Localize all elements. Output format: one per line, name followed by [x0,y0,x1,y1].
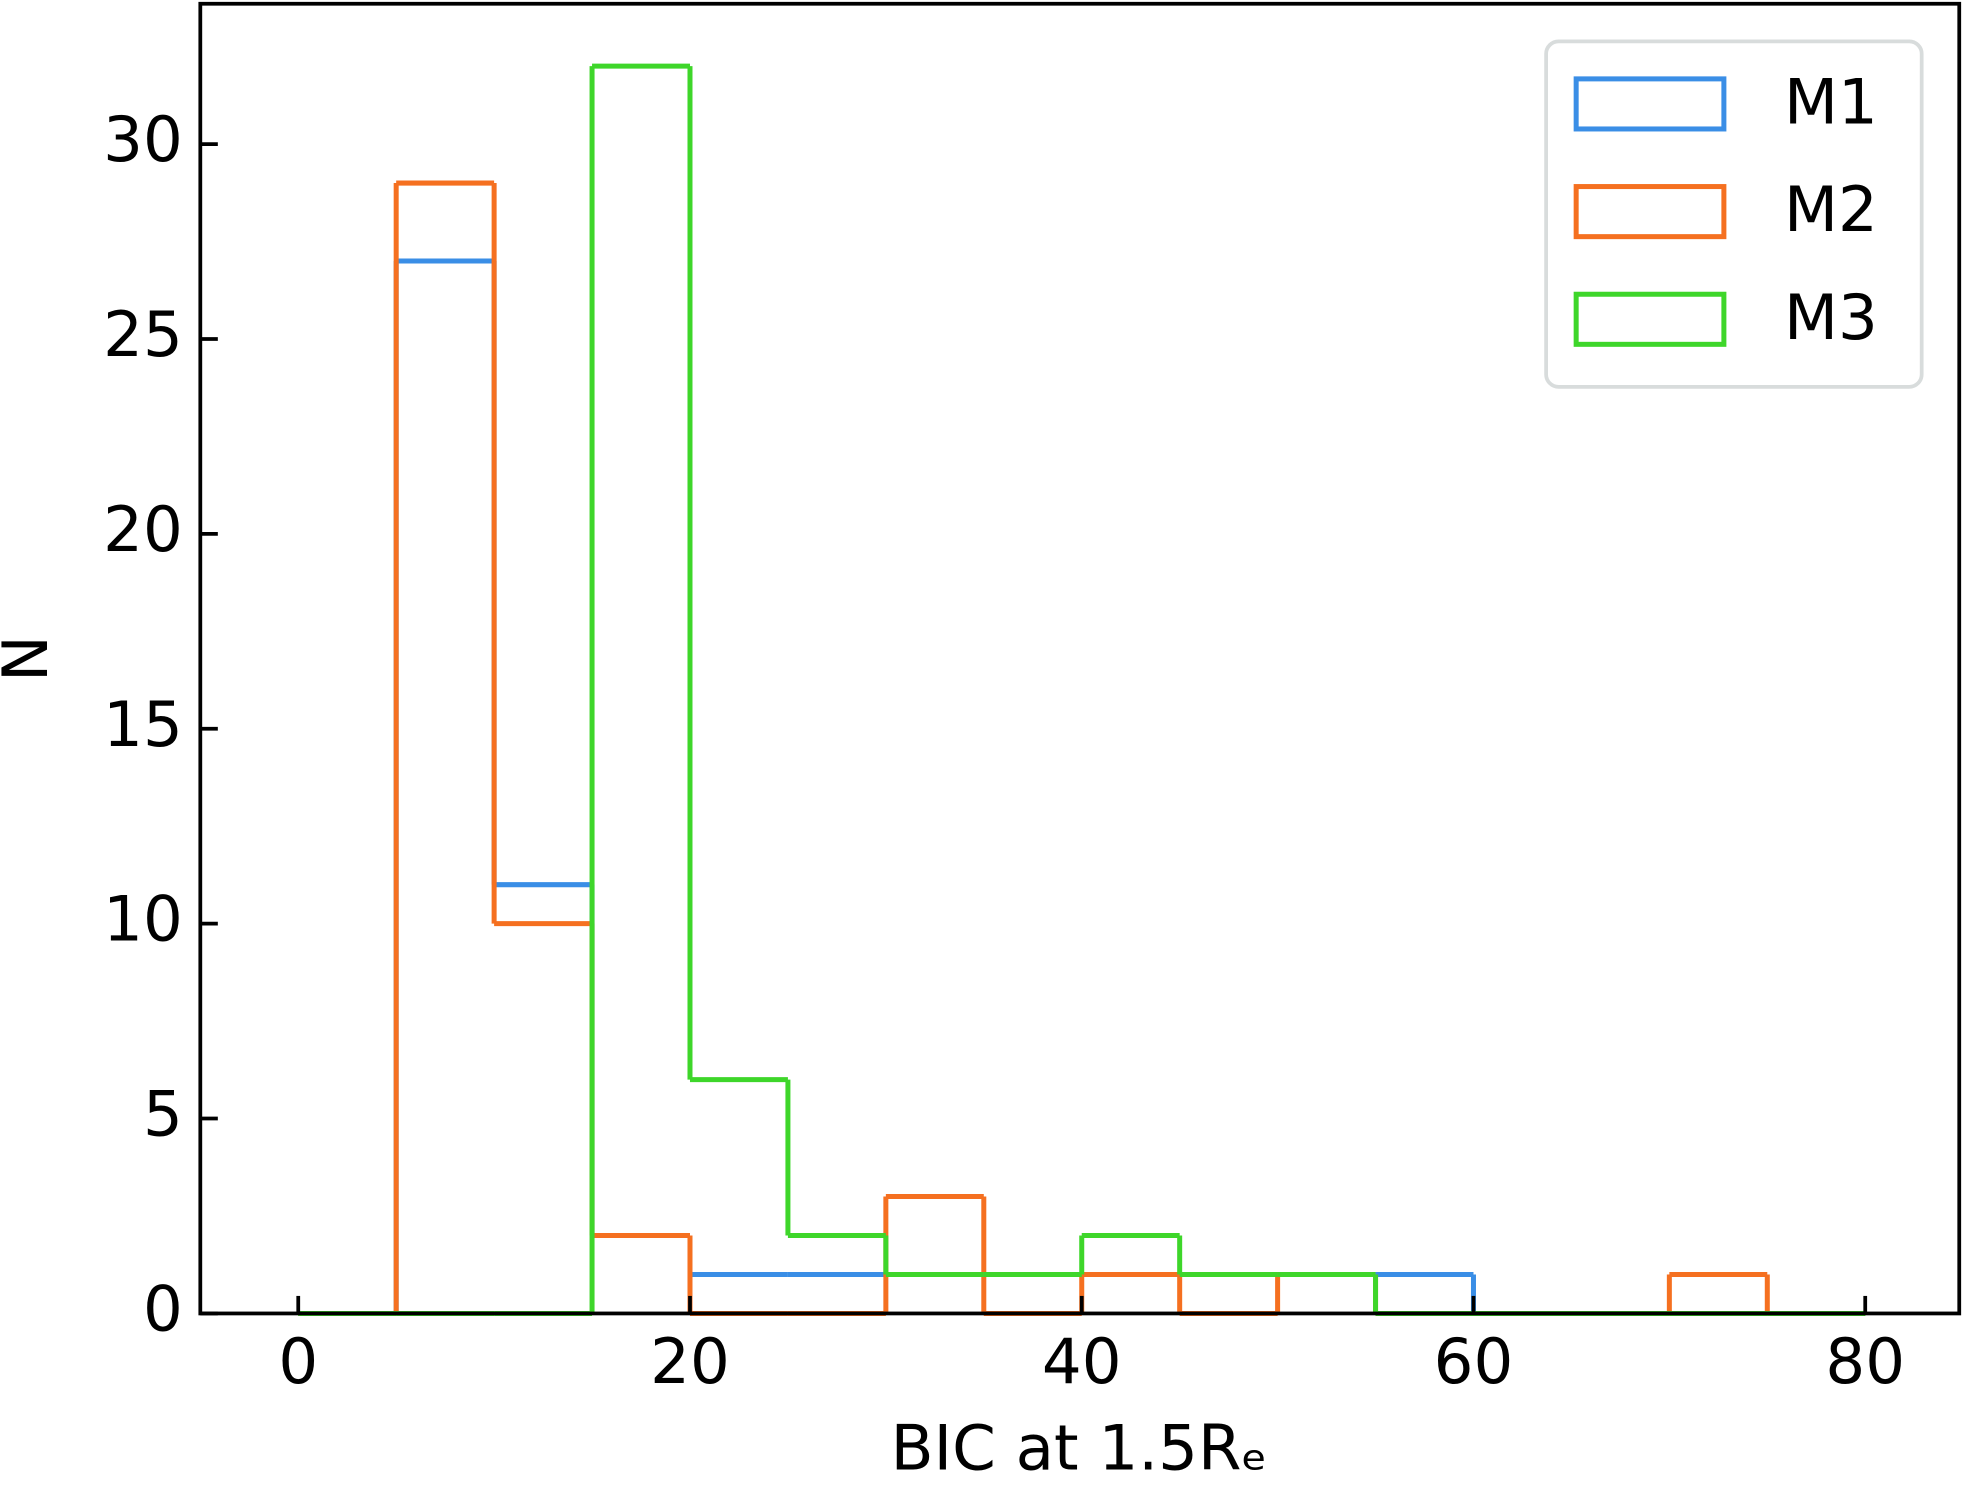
legend-swatch [1573,291,1727,347]
y-tick-label: 25 [103,298,183,371]
y-tick-label: 30 [103,103,183,176]
y-tick-label: 15 [103,688,183,761]
y-axis-label: N [0,635,62,682]
y-tick-label: 10 [103,883,183,956]
legend-swatch [1573,184,1727,240]
x-tick-label: 40 [1042,1325,1122,1398]
y-tick-label: 20 [103,493,183,566]
x-tick-label: 20 [650,1325,730,1398]
x-tick-label: 80 [1825,1325,1905,1398]
x-axis-label: BIC at 1.5Rₑ [891,1412,1268,1485]
legend-label: M1 [1784,66,1878,139]
y-tick-label: 5 [143,1078,183,1151]
legend-swatch [1573,76,1727,132]
y-tick-label: 0 [143,1273,183,1346]
histogram-series [298,258,1866,1316]
legend-label: M2 [1784,173,1878,246]
x-tick-label: 60 [1434,1325,1514,1398]
legend-label: M3 [1784,281,1878,354]
plot-frame [198,1,1962,1316]
x-tick-label: 0 [278,1325,318,1398]
